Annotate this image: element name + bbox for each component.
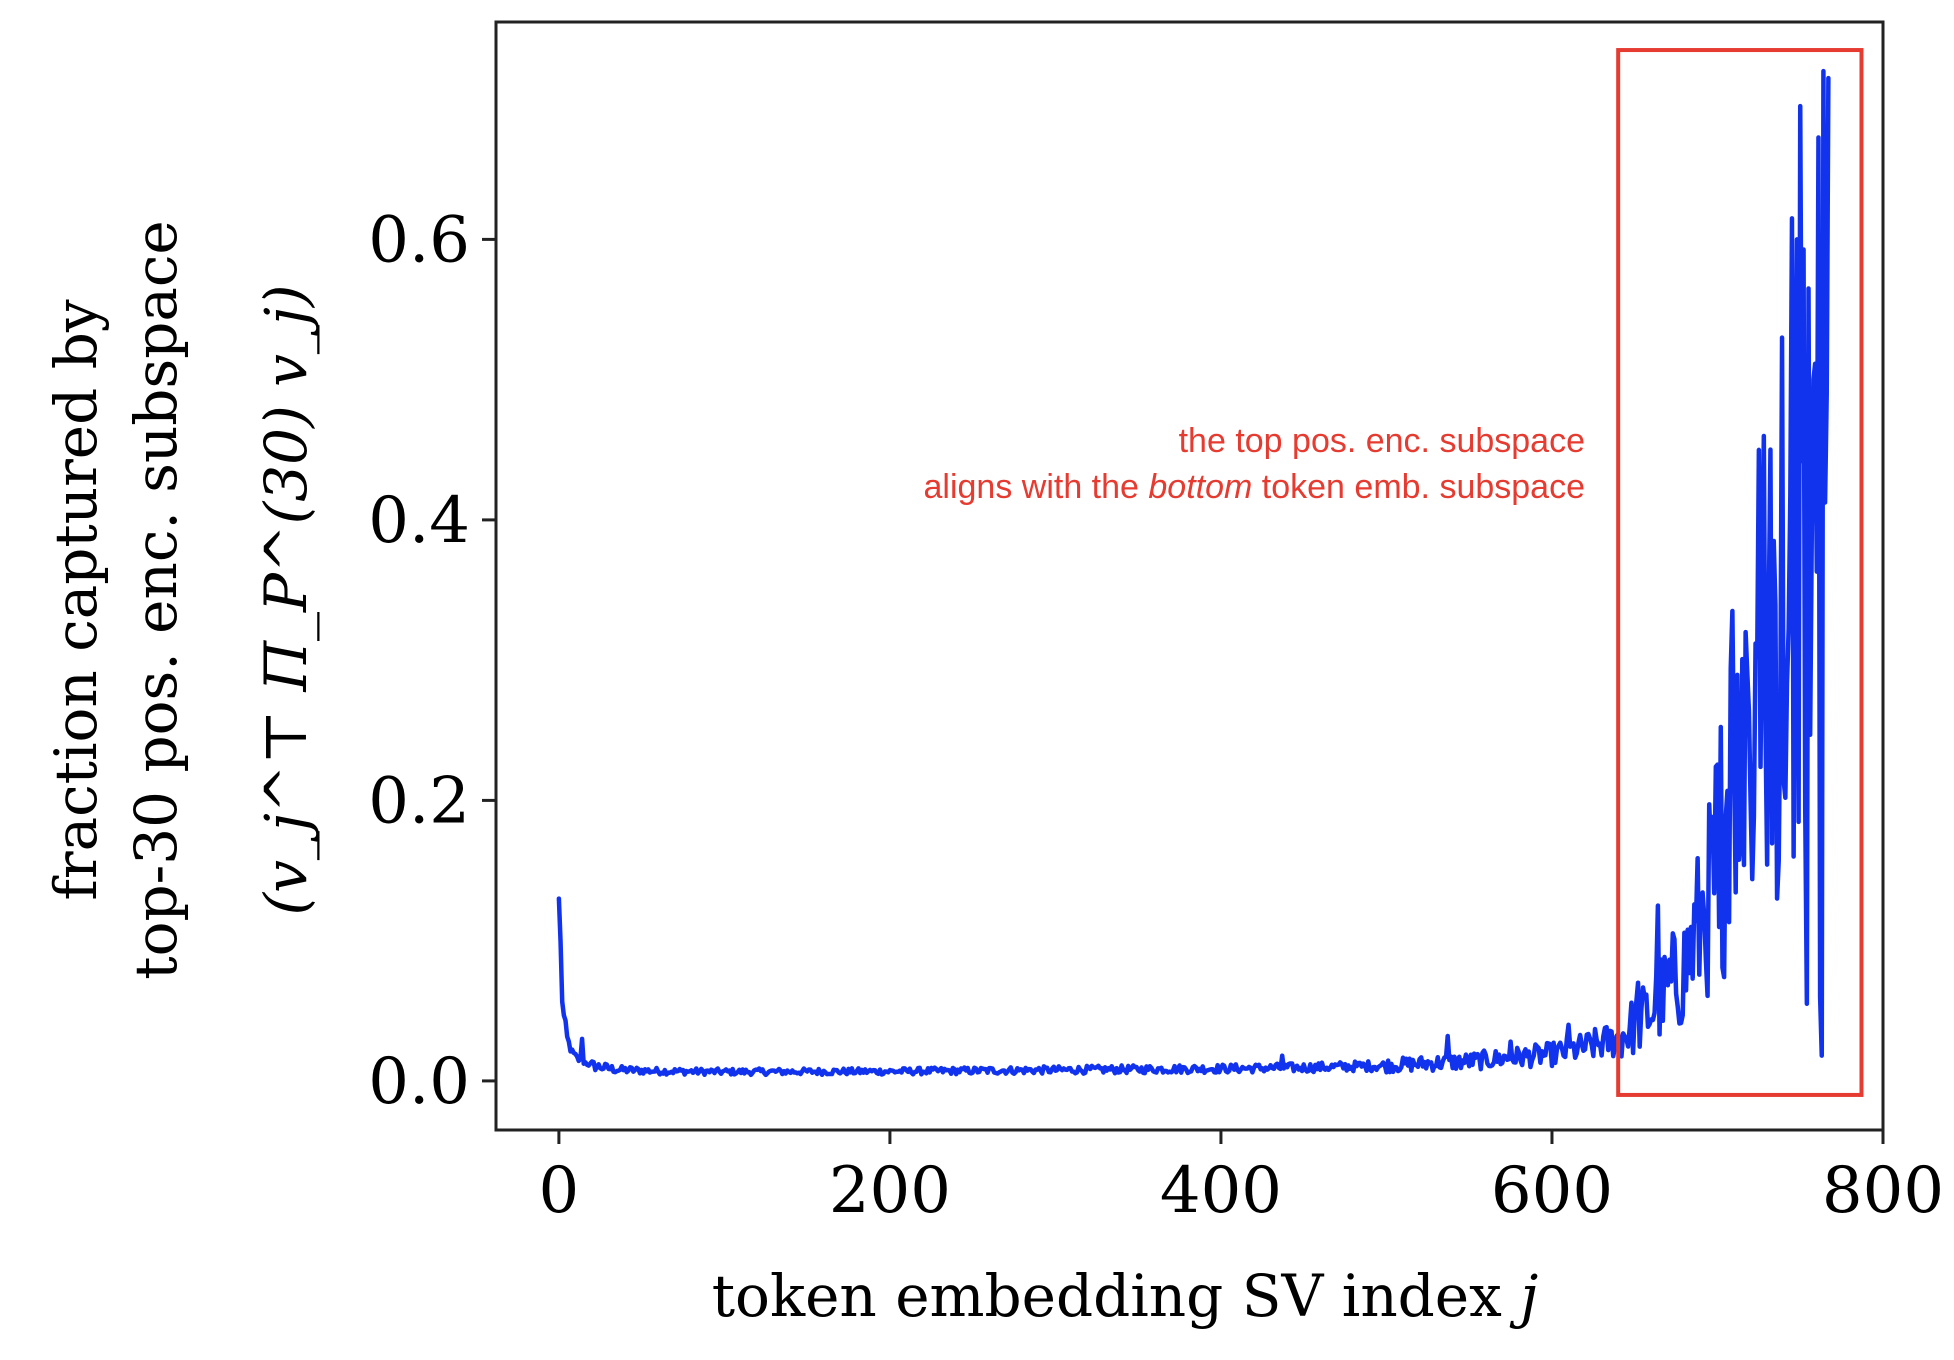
y-axis-label: fraction captured by top-30 pos. enc. su… — [42, 220, 320, 979]
y-tick-label: 0.0 — [368, 1045, 470, 1119]
plot-frame — [494, 20, 1885, 1132]
highlight-box — [1616, 48, 1864, 1097]
y-axis-label-line2: top-30 pos. enc. subspace — [122, 220, 190, 979]
annotation-line2-emphasis: bottom — [1148, 468, 1252, 506]
annotation-line2-suffix: token emb. subspace — [1252, 468, 1585, 506]
x-axis-label-main: token embedding SV index — [712, 1262, 1521, 1330]
y-axis-label-line1: fraction captured by — [42, 299, 110, 900]
annotation-line2-prefix: aligns with the — [923, 468, 1148, 506]
series-line-fraction-captured — [556, 68, 1831, 1078]
y-tick-label: 0.6 — [368, 203, 470, 277]
y-axis-ticks: 0.0 0.2 0.4 0.6 — [368, 203, 496, 1119]
y-tick-label: 0.2 — [368, 764, 470, 838]
x-tick-label: 600 — [1491, 1154, 1613, 1228]
annotation-line1: the top pos. enc. subspace — [1179, 422, 1585, 460]
annotation-line2: aligns with the bottom token emb. subspa… — [923, 468, 1585, 506]
y-axis-label-formula: (v_j^⊤ Π_P^(30) v_j) — [252, 284, 320, 915]
x-tick-label: 0 — [539, 1154, 580, 1228]
x-axis-ticks: 0 200 400 600 800 — [539, 1130, 1944, 1228]
x-tick-label: 200 — [829, 1154, 951, 1228]
y-tick-label: 0.4 — [368, 484, 470, 558]
x-axis-label: token embedding SV index j — [712, 1262, 1539, 1330]
x-tick-label: 400 — [1160, 1154, 1282, 1228]
x-tick-label: 800 — [1822, 1154, 1944, 1228]
